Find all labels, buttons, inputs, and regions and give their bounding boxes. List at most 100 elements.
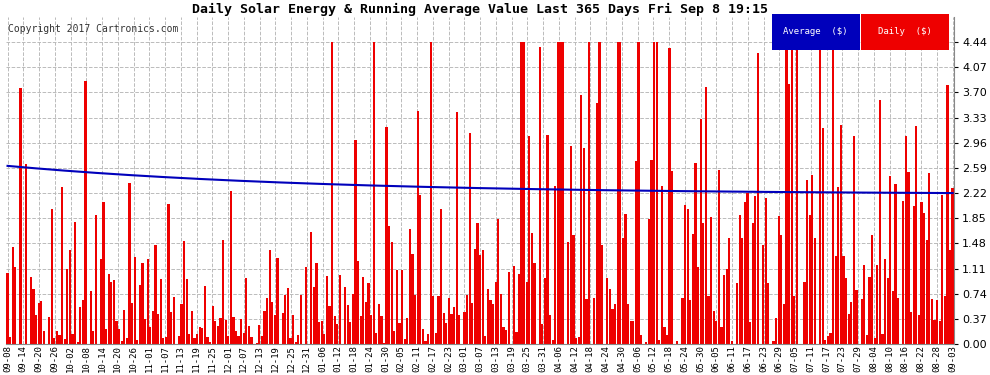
Bar (268, 250, 271, 344)
Bar (401, 270, 403, 344)
Bar (121, 340, 123, 344)
Bar (68, 251, 71, 344)
Bar (931, 300, 933, 344)
Bar (723, 275, 726, 344)
Bar (129, 183, 131, 344)
Bar (25, 164, 27, 344)
Bar (284, 295, 286, 344)
Bar (297, 334, 299, 344)
Bar (414, 296, 416, 344)
Bar (409, 229, 411, 344)
Bar (743, 202, 746, 344)
Bar (692, 234, 694, 344)
Bar (544, 278, 546, 344)
Bar (326, 276, 328, 344)
Bar (660, 186, 663, 344)
Bar (873, 338, 876, 344)
Bar (689, 300, 691, 344)
Bar (440, 209, 443, 344)
Bar (118, 329, 120, 344)
Bar (549, 315, 551, 344)
Bar (396, 270, 398, 344)
Bar (427, 334, 430, 344)
Bar (663, 327, 665, 344)
Bar (367, 283, 369, 344)
Bar (518, 274, 520, 344)
Bar (61, 187, 63, 344)
Bar (850, 302, 852, 344)
Bar (534, 263, 536, 344)
Bar (676, 340, 678, 344)
Bar (455, 112, 457, 344)
Text: Average  ($): Average ($) (783, 27, 847, 36)
Bar (235, 331, 238, 344)
Bar (635, 160, 637, 344)
Bar (588, 42, 590, 344)
Bar (38, 303, 40, 344)
Bar (876, 264, 878, 344)
Bar (48, 318, 50, 344)
Bar (941, 195, 943, 344)
Bar (598, 42, 601, 344)
Bar (596, 103, 598, 344)
Bar (375, 333, 377, 344)
Bar (41, 301, 43, 344)
Bar (406, 318, 409, 344)
Bar (668, 48, 670, 344)
Bar (697, 267, 699, 344)
Bar (243, 333, 245, 344)
Bar (310, 232, 313, 344)
Bar (495, 282, 497, 344)
Bar (417, 111, 419, 344)
Bar (316, 263, 318, 344)
Bar (811, 175, 814, 344)
Bar (154, 244, 156, 344)
Bar (939, 321, 940, 344)
Bar (708, 296, 710, 344)
Bar (726, 269, 728, 344)
Bar (357, 261, 359, 344)
Bar (647, 219, 649, 344)
Bar (718, 170, 720, 344)
Bar (30, 277, 32, 344)
Bar (860, 298, 863, 344)
Bar (305, 267, 307, 344)
Bar (640, 335, 643, 344)
Bar (164, 336, 167, 344)
Bar (918, 315, 920, 344)
Bar (142, 263, 144, 344)
Bar (9, 338, 11, 344)
Bar (6, 273, 9, 344)
Bar (894, 184, 897, 344)
Bar (12, 247, 14, 344)
Bar (762, 244, 764, 344)
Bar (321, 321, 323, 344)
Bar (926, 240, 928, 344)
Bar (921, 202, 923, 344)
Bar (915, 126, 918, 344)
Bar (287, 288, 289, 344)
Bar (103, 202, 105, 344)
Bar (318, 322, 320, 344)
Bar (681, 298, 684, 344)
Bar (884, 259, 886, 344)
Bar (14, 267, 17, 344)
Bar (193, 338, 196, 344)
Bar (583, 148, 585, 344)
Bar (71, 334, 73, 344)
Bar (443, 313, 445, 344)
Bar (729, 238, 731, 344)
Bar (354, 140, 356, 344)
Bar (124, 310, 126, 344)
Bar (349, 322, 351, 344)
Bar (385, 127, 388, 344)
Bar (134, 257, 136, 344)
Bar (790, 43, 793, 344)
Bar (388, 226, 390, 344)
Bar (731, 341, 733, 344)
Bar (653, 42, 655, 344)
Bar (95, 215, 97, 344)
Bar (684, 205, 686, 344)
Bar (606, 279, 609, 344)
Bar (149, 327, 151, 344)
